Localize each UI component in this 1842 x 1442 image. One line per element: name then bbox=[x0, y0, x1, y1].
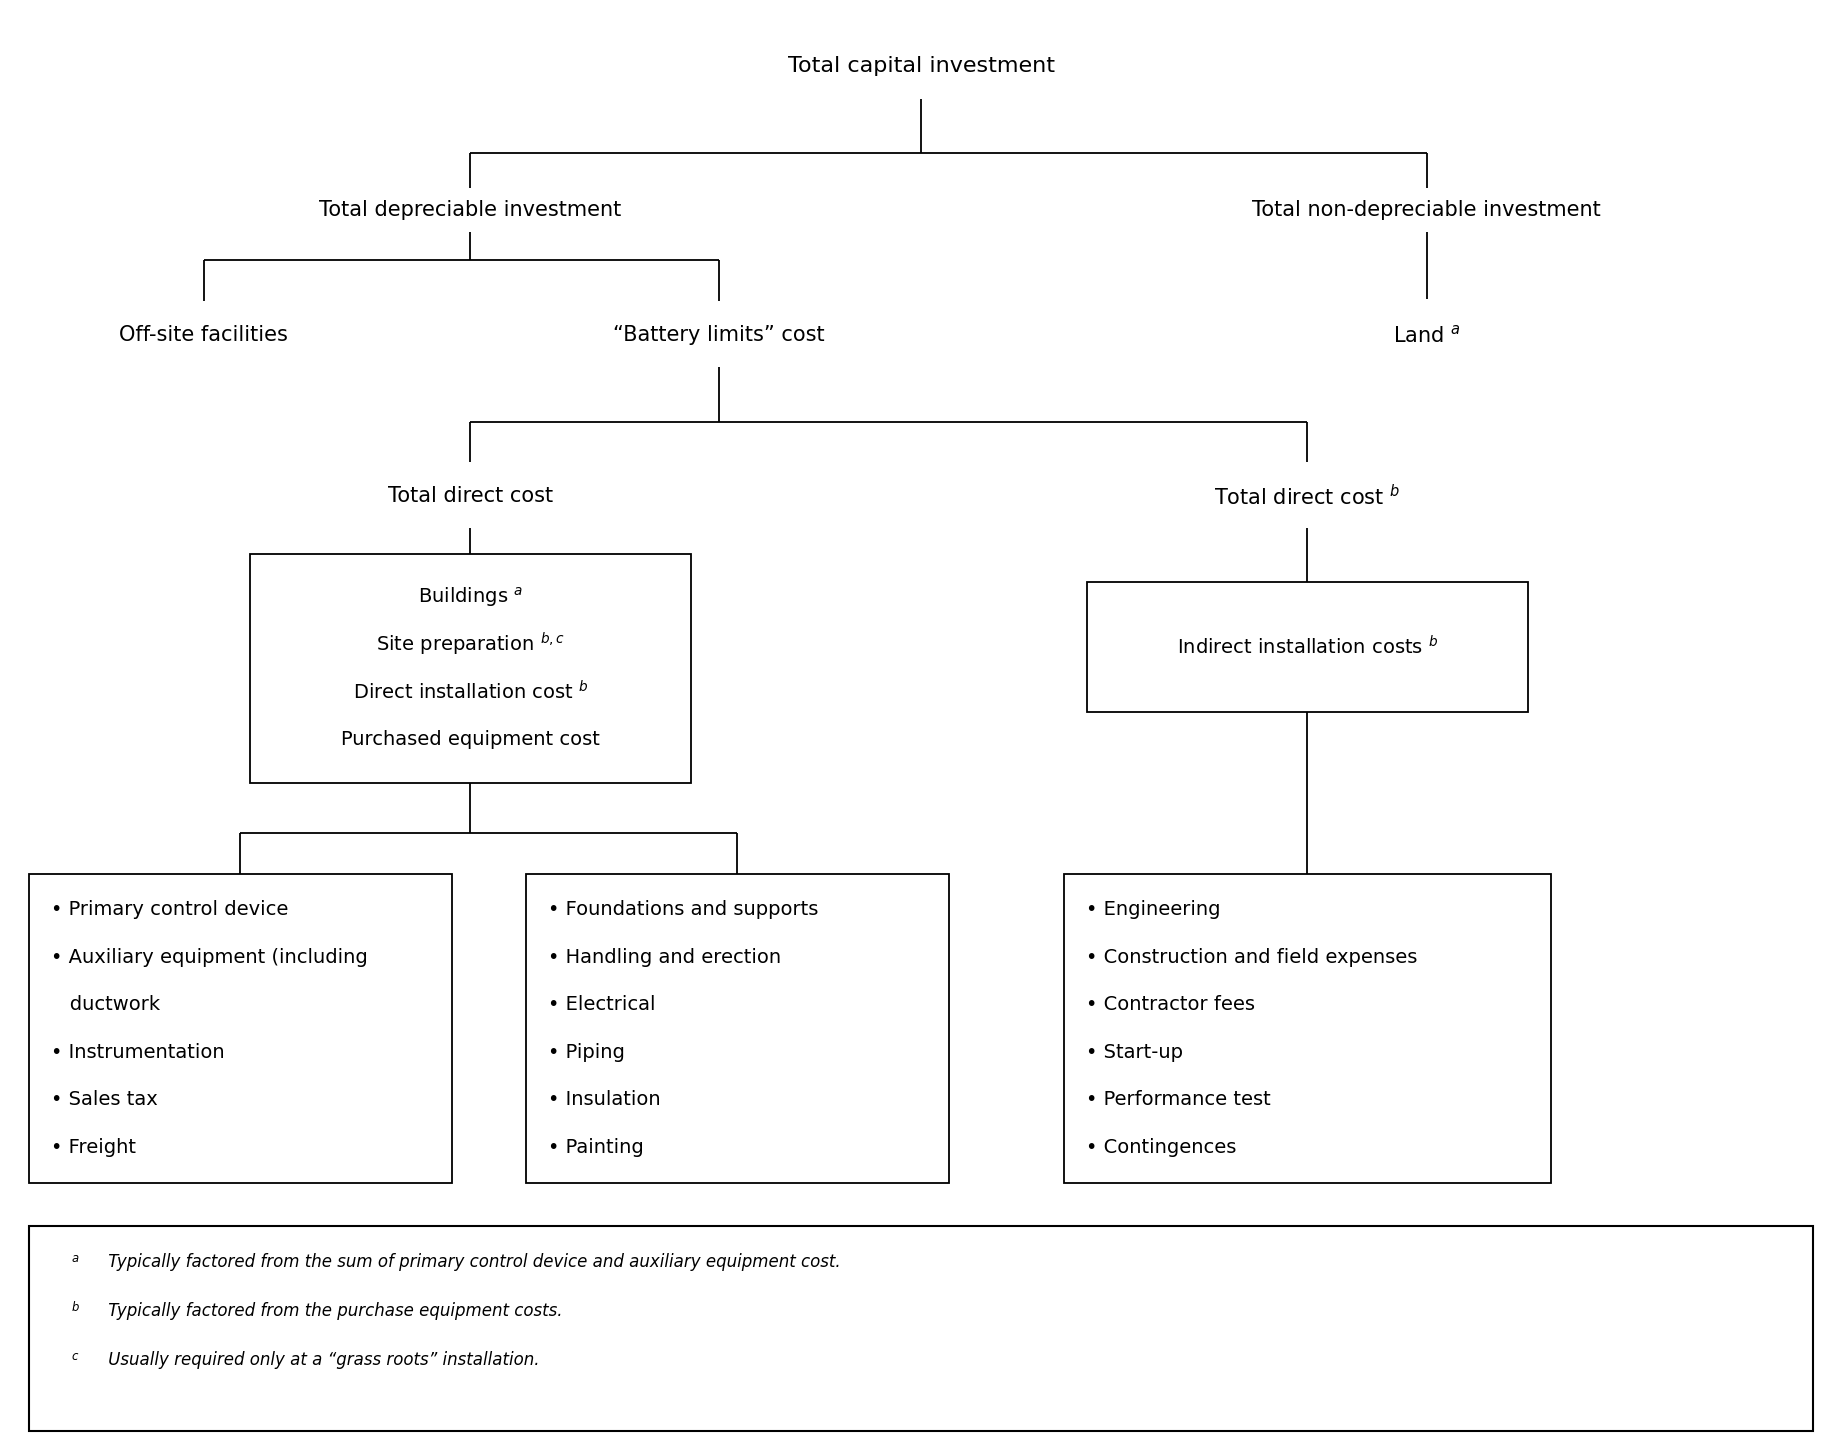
Text: Total direct cost: Total direct cost bbox=[389, 486, 553, 506]
Text: Site preparation $^{b,c}$: Site preparation $^{b,c}$ bbox=[376, 632, 565, 659]
Text: • Instrumentation: • Instrumentation bbox=[52, 1043, 225, 1061]
Text: • Insulation: • Insulation bbox=[547, 1090, 659, 1109]
Text: $^{a}$: $^{a}$ bbox=[72, 1253, 79, 1272]
Text: • Primary control device: • Primary control device bbox=[52, 900, 289, 919]
FancyBboxPatch shape bbox=[1063, 874, 1551, 1182]
Text: Off-site facilities: Off-site facilities bbox=[120, 326, 287, 345]
Text: Land $^{a}$: Land $^{a}$ bbox=[1393, 324, 1461, 346]
Text: ductwork: ductwork bbox=[52, 995, 160, 1014]
Text: Direct installation cost $^{b}$: Direct installation cost $^{b}$ bbox=[352, 681, 588, 704]
Text: • Auxiliary equipment (including: • Auxiliary equipment (including bbox=[52, 947, 368, 966]
Text: Indirect installation costs $^{b}$: Indirect installation costs $^{b}$ bbox=[1177, 636, 1439, 659]
Text: Total depreciable investment: Total depreciable investment bbox=[319, 200, 621, 221]
Text: “Battery limits” cost: “Battery limits” cost bbox=[613, 326, 825, 345]
Text: $^{b}$: $^{b}$ bbox=[72, 1302, 81, 1319]
FancyBboxPatch shape bbox=[1087, 583, 1529, 712]
Text: Total capital investment: Total capital investment bbox=[788, 56, 1054, 76]
FancyBboxPatch shape bbox=[29, 874, 451, 1182]
Text: Purchased equipment cost: Purchased equipment cost bbox=[341, 730, 600, 750]
Text: • Engineering: • Engineering bbox=[1085, 900, 1219, 919]
Text: Buildings $^{a}$: Buildings $^{a}$ bbox=[418, 585, 523, 609]
Text: $^{c}$: $^{c}$ bbox=[72, 1351, 79, 1368]
Text: Usually required only at a “grass roots” installation.: Usually required only at a “grass roots”… bbox=[103, 1351, 540, 1368]
FancyBboxPatch shape bbox=[29, 1226, 1813, 1430]
Text: • Start-up: • Start-up bbox=[1085, 1043, 1183, 1061]
Text: Total non-depreciable investment: Total non-depreciable investment bbox=[1253, 200, 1601, 221]
FancyBboxPatch shape bbox=[525, 874, 949, 1182]
Text: • Contingences: • Contingences bbox=[1085, 1138, 1236, 1156]
Text: Typically factored from the purchase equipment costs.: Typically factored from the purchase equ… bbox=[103, 1302, 562, 1319]
Text: • Performance test: • Performance test bbox=[1085, 1090, 1271, 1109]
Text: • Construction and field expenses: • Construction and field expenses bbox=[1085, 947, 1416, 966]
Text: • Contractor fees: • Contractor fees bbox=[1085, 995, 1254, 1014]
Text: • Handling and erection: • Handling and erection bbox=[547, 947, 781, 966]
Text: • Piping: • Piping bbox=[547, 1043, 624, 1061]
FancyBboxPatch shape bbox=[251, 554, 691, 783]
Text: Total direct cost $^{b}$: Total direct cost $^{b}$ bbox=[1214, 485, 1400, 509]
Text: • Freight: • Freight bbox=[52, 1138, 136, 1156]
Text: Typically factored from the sum of primary control device and auxiliary equipmen: Typically factored from the sum of prima… bbox=[103, 1253, 840, 1272]
Text: • Painting: • Painting bbox=[547, 1138, 643, 1156]
Text: • Electrical: • Electrical bbox=[547, 995, 656, 1014]
Text: • Sales tax: • Sales tax bbox=[52, 1090, 158, 1109]
Text: • Foundations and supports: • Foundations and supports bbox=[547, 900, 818, 919]
